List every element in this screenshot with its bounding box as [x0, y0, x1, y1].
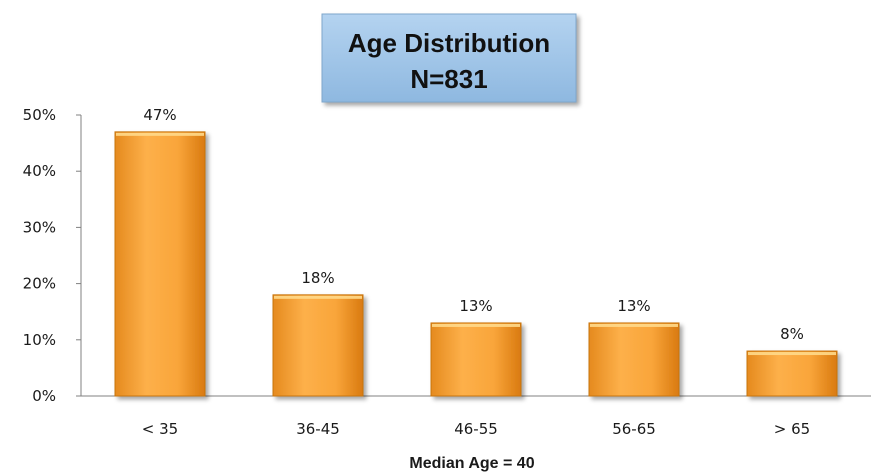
bar [430, 322, 522, 397]
bar [746, 350, 838, 397]
data-label: 13% [617, 297, 650, 315]
data-label: 47% [143, 106, 176, 124]
bar-series [114, 131, 838, 397]
y-tick-label: 30% [23, 218, 56, 236]
y-tick-label: 0% [32, 387, 56, 405]
category-label: < 35 [142, 420, 178, 438]
bar-highlight [116, 132, 204, 136]
bar-highlight [590, 323, 678, 327]
y-tick-label: 20% [23, 275, 56, 293]
bar-highlight [748, 352, 836, 356]
category-label: 46-55 [454, 420, 498, 438]
title-box: Age Distribution N=831 [321, 13, 577, 103]
bar [114, 131, 206, 397]
y-tick-label: 40% [23, 162, 56, 180]
bar [588, 322, 680, 397]
data-label: 13% [459, 297, 492, 315]
title-box-background [321, 13, 577, 103]
chart-title: Age Distribution [348, 28, 550, 58]
data-labels: 47% 18% 13% 13% 8% [143, 106, 804, 343]
bar-highlight [432, 323, 520, 327]
y-tick-label: 50% [23, 106, 56, 124]
bar [272, 294, 364, 397]
category-label: 56-65 [612, 420, 656, 438]
y-axis-ticks: 0% 10% 20% 30% 40% 50% [23, 106, 81, 405]
y-tick-label: 10% [23, 331, 56, 349]
category-label: > 65 [774, 420, 810, 438]
data-label: 8% [780, 325, 804, 343]
chart-subtitle: N=831 [410, 64, 487, 94]
data-label: 18% [301, 269, 334, 287]
category-label: 36-45 [296, 420, 340, 438]
x-axis-label: Median Age = 40 [409, 455, 534, 472]
bar-highlight [274, 295, 362, 299]
category-labels: < 35 36-45 46-55 56-65 > 65 [142, 420, 810, 438]
